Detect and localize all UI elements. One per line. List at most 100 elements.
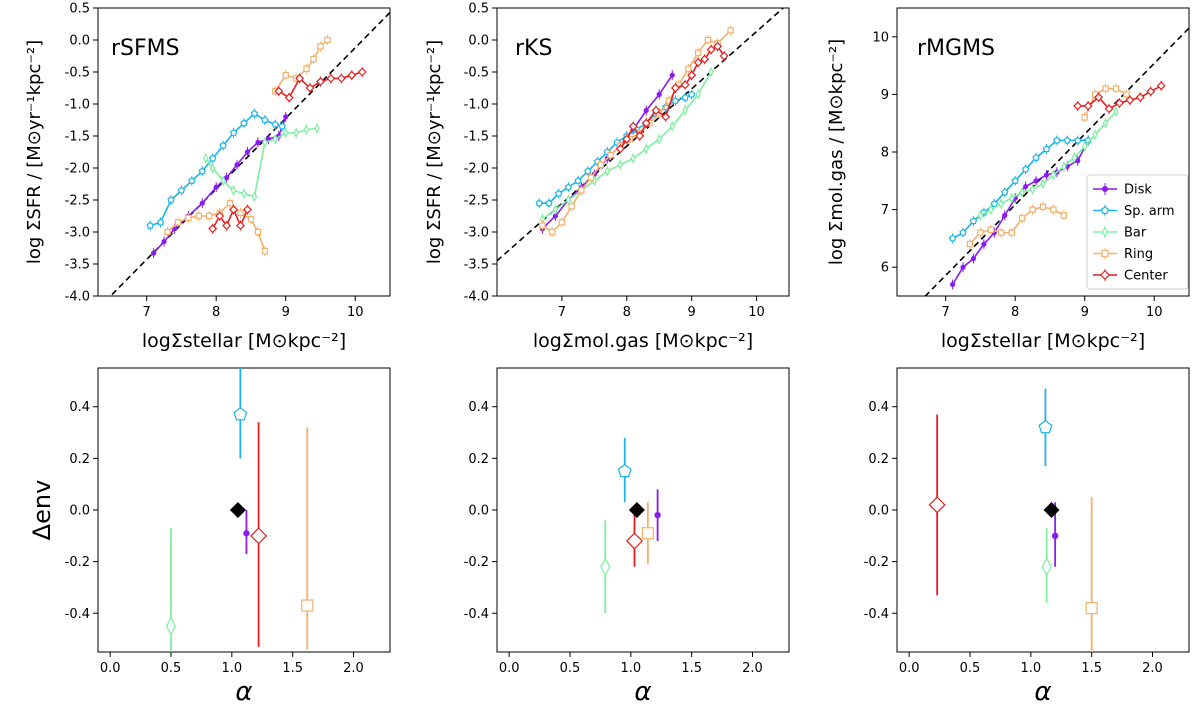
- data-point: [625, 532, 644, 550]
- data-point: [209, 162, 216, 174]
- data-point: [282, 127, 289, 138]
- data-point: [1113, 106, 1119, 117]
- data-point: [261, 248, 269, 255]
- data-point: [630, 153, 637, 164]
- y-tick-label: -3.0: [464, 226, 489, 241]
- y-tick-label: 0.4: [69, 400, 90, 415]
- data-point: [229, 128, 238, 136]
- data-point: [156, 218, 165, 226]
- x-tick-label: 10: [347, 305, 364, 320]
- data-point: [1021, 165, 1030, 173]
- y-tick-label: -2.0: [65, 162, 90, 177]
- y-tick-label: 0.4: [868, 400, 889, 415]
- data-point: [564, 183, 573, 191]
- data-point: [1135, 92, 1145, 102]
- y-tick-label: -3.5: [65, 258, 90, 273]
- data-point: [324, 36, 331, 44]
- data-point: [234, 162, 240, 168]
- data-point: [301, 599, 314, 612]
- data-point: [604, 166, 611, 177]
- data-point: [274, 86, 284, 96]
- data-point: [600, 557, 611, 577]
- data-point: [1019, 187, 1025, 198]
- data-point: [552, 204, 559, 215]
- y-tick-label: -1.0: [464, 98, 489, 113]
- point-disk: [243, 510, 250, 554]
- x-tick-label: 8: [623, 305, 631, 320]
- y-tick-label: -4.0: [464, 290, 489, 305]
- data-point: [680, 80, 690, 90]
- data-point: [314, 123, 320, 134]
- y-tick-label: -1.5: [464, 130, 489, 145]
- data-point: [641, 527, 654, 540]
- panel-rSFMS: rSFMS logΣstellar [M⊙kpc⁻²] log ΣSFR / […: [24, 2, 391, 352]
- legend-label: Center: [1124, 269, 1168, 284]
- data-point: [669, 121, 675, 132]
- data-point: [1002, 212, 1008, 218]
- data-point: [165, 616, 177, 636]
- data-point: [1081, 141, 1088, 152]
- point-ring: [641, 502, 654, 565]
- point-bar: [1041, 528, 1052, 603]
- data-point: [1063, 136, 1072, 144]
- data-point: [990, 199, 999, 207]
- data-point: [357, 67, 367, 77]
- y-axis-label: Δenv: [28, 480, 56, 541]
- data-point: [151, 250, 157, 256]
- data-point: [146, 221, 154, 229]
- data-point: [206, 212, 213, 220]
- x-tick-label: 2.0: [343, 661, 364, 676]
- y-tick-label: 0.2: [468, 452, 489, 467]
- y-tick-label: 10: [872, 30, 889, 45]
- data-point: [1008, 229, 1015, 236]
- x-tick-label: 9: [688, 305, 696, 320]
- data-point: [188, 176, 196, 184]
- data-point: [195, 212, 203, 220]
- point-bar: [165, 528, 177, 652]
- data-point: [1042, 145, 1051, 153]
- data-point: [1156, 81, 1166, 91]
- x-tick-label: 8: [1011, 305, 1019, 320]
- data-point: [1102, 85, 1109, 92]
- series-line: [541, 71, 712, 220]
- series-center: [615, 41, 729, 154]
- legend-label: Sp. arm: [1124, 204, 1175, 219]
- y-axis-label: log Σmol.gas / [M⊙kpc⁻²]: [826, 39, 847, 265]
- y-tick-label: -2.5: [464, 194, 489, 209]
- data-point: [1125, 95, 1135, 105]
- y-tick-label: -0.4: [464, 607, 489, 622]
- data-point: [615, 144, 625, 154]
- data-point: [1092, 129, 1098, 140]
- plot-frame: [896, 367, 1190, 653]
- point-center: [928, 414, 946, 596]
- data-point: [661, 112, 671, 122]
- x-tick-label: 0.5: [560, 661, 581, 676]
- data-point: [628, 121, 638, 131]
- y-tick-label: 0.5: [468, 2, 489, 17]
- x-tick-label: 9: [282, 305, 290, 320]
- x-tick-label: 8: [212, 305, 220, 320]
- series-line: [149, 112, 283, 227]
- data-point: [651, 105, 661, 115]
- series-line: [539, 93, 693, 204]
- panel-delta-rKS: α 0.0 0.5 1.0 1.5 2.0 0.4 0.2 0.0 -0.2 -0.4: [464, 367, 790, 707]
- data-point: [1075, 158, 1081, 164]
- x-tick-label: 1.5: [681, 661, 702, 676]
- data-point: [682, 105, 688, 116]
- data-point: [622, 134, 632, 144]
- data-point: [198, 167, 206, 175]
- data-point: [1085, 602, 1098, 615]
- legend-item: Center: [1093, 269, 1168, 284]
- data-point: [237, 209, 244, 216]
- y-tick-label: -3.5: [464, 258, 489, 273]
- data-point: [254, 228, 262, 236]
- data-point: [1104, 104, 1114, 114]
- legend-item: Ring: [1093, 247, 1153, 262]
- data-point: [326, 73, 336, 83]
- data-point: [261, 116, 269, 124]
- data-point: [305, 83, 315, 93]
- data-point: [998, 229, 1005, 236]
- data-point: [656, 91, 662, 97]
- x-tick-label: 1.0: [221, 661, 242, 676]
- panel-delta-rMGMS: α 0.0 0.5 1.0 1.5 2.0 0.4 0.2 0.0 -0.2 -0.4: [864, 367, 1190, 707]
